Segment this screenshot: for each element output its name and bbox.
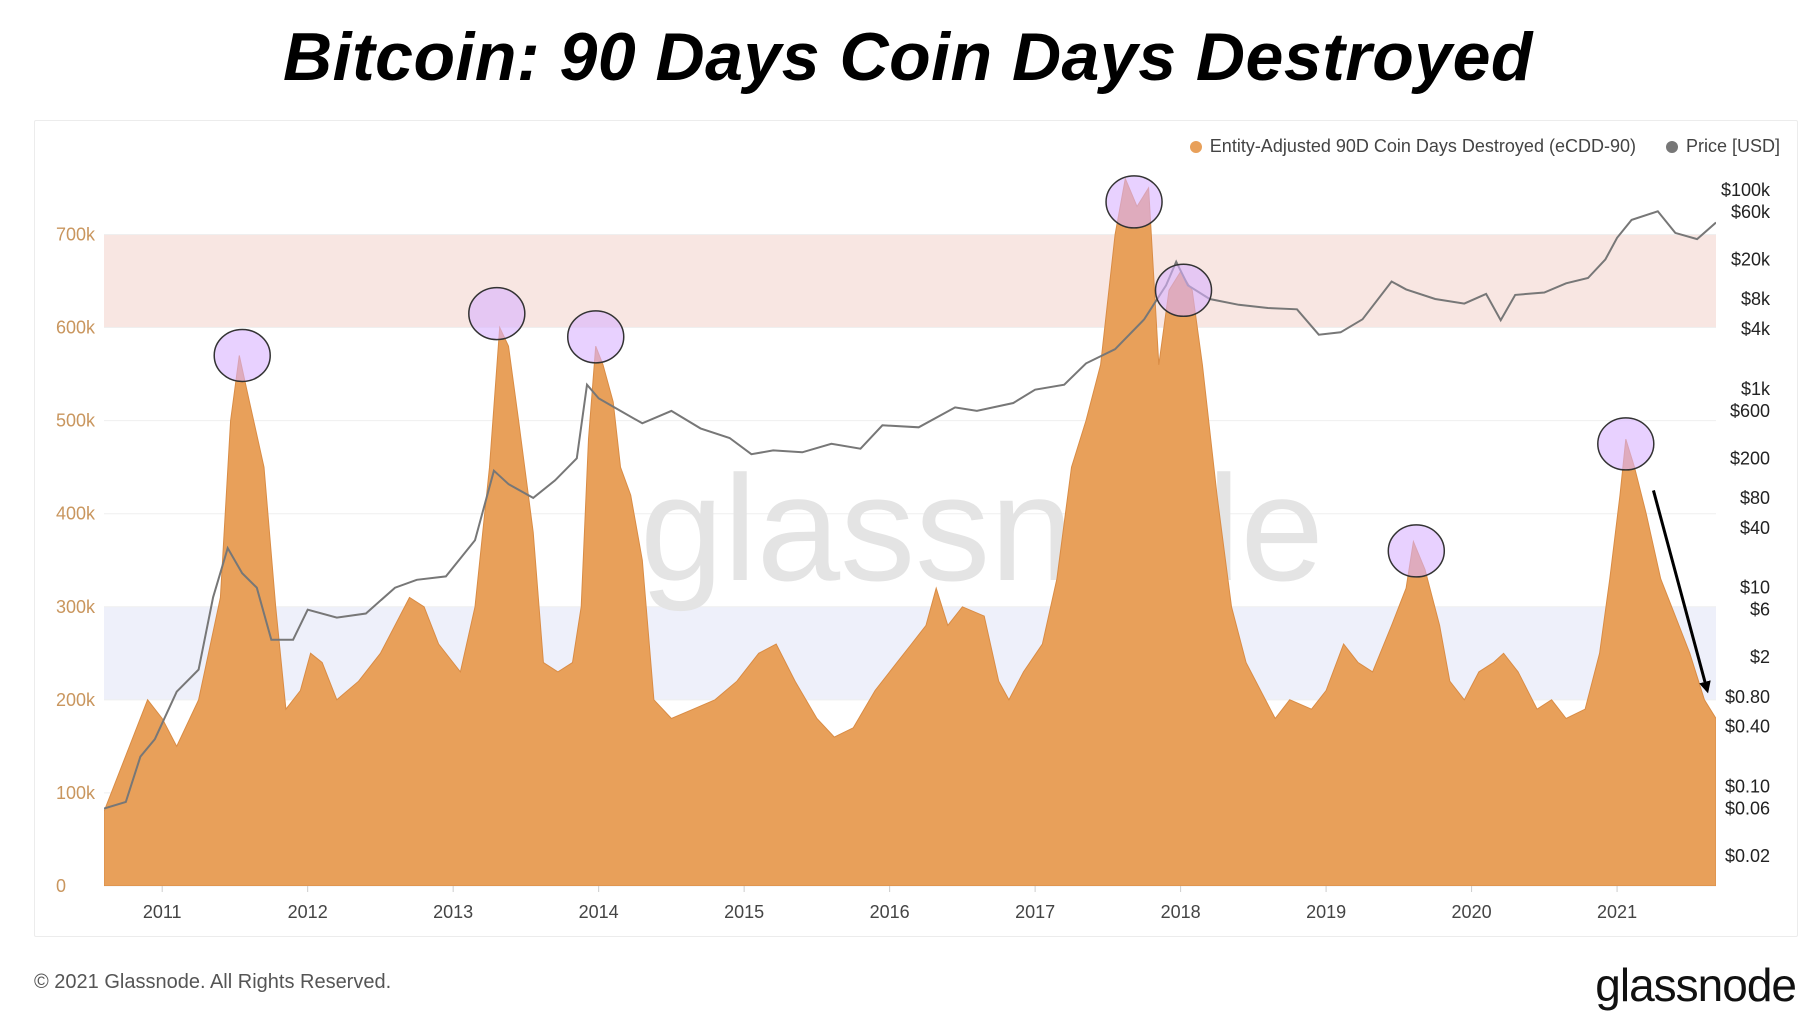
y-right-tick-label: $0.10 [1725,777,1770,797]
legend-item-ecdd[interactable]: Entity-Adjusted 90D Coin Days Destroyed … [1189,136,1636,157]
y-left-tick-label: 400k [56,504,96,524]
y-right-tick-label: $60k [1731,202,1771,222]
peak-highlight-circle [468,286,526,341]
peak-highlight-circle [213,328,271,383]
legend-label-ecdd: Entity-Adjusted 90D Coin Days Destroyed … [1209,136,1636,156]
x-tick-label: 2019 [1306,902,1346,922]
y-right-tick-label: $80 [1740,488,1770,508]
y-right-tick-label: $8k [1741,289,1771,309]
y-right-tick-label: $1k [1741,379,1771,399]
x-axis: 2011 2012 2013 2014 2015 2016 2017 2018 2019 2020… [143,886,1637,922]
y-right-tick-label: $0.02 [1725,846,1770,866]
ecdd-area [104,176,1716,886]
y-right-tick-label: $4k [1741,319,1771,339]
ecdd-area-layer [104,176,1716,886]
y-left-tick-label: 500k [56,411,96,431]
y-right-tick-label: $600 [1730,401,1770,421]
x-tick-label: 2018 [1161,902,1201,922]
price-line [104,210,1716,810]
x-tick-label: 2016 [870,902,910,922]
peak-highlight-circle [566,310,625,364]
y-right-tick-label: $20k [1731,249,1771,269]
legend-item-price[interactable]: Price [USD] [1665,136,1780,157]
y-right-tick-label: $0.06 [1725,799,1770,819]
y-left-tick-label: 100k [56,783,96,803]
y-left-tick-label: 200k [56,690,96,710]
page-title: Bitcoin: 90 Days Coin Days Destroyed [283,19,1533,95]
x-tick-label: 2014 [579,902,619,922]
y-right-tick-label: $0.40 [1725,717,1770,737]
x-tick-label: 2021 [1597,902,1637,922]
y-left-tick-label: 300k [56,597,96,617]
y-right-tick-label: $100k [1721,180,1771,200]
peak-highlight-circle [1387,524,1446,578]
y-left-tick-label: 700k [56,224,96,244]
copyright-text: © 2021 Glassnode. All Rights Reserved. [34,971,392,993]
legend-dot-ecdd-icon [1189,140,1202,153]
y-right-tick-label: $200 [1730,448,1770,468]
peak-highlight-circle [1154,263,1213,318]
peak-highlight-circle [1597,417,1655,471]
y-right-tick-label: $2 [1750,647,1770,667]
brand-logo: glassnode [1595,959,1797,1011]
y-left-tick-label: 0 [56,876,66,896]
legend: Entity-Adjusted 90D Coin Days Destroyed … [1189,136,1780,157]
x-tick-label: 2012 [288,902,328,922]
y-right-tick-label: $10 [1740,578,1770,598]
y-right-tick-label: $0.80 [1725,687,1770,707]
x-tick-label: 2017 [1015,902,1055,922]
y-right-tick-label: $40 [1740,518,1770,538]
y-left-tick-label: 600k [56,318,96,338]
y-right-tick-label: $6 [1750,600,1770,620]
right-axis: $100k$60k$20k$8k$4k$1k$600$200$80$40$10$… [1721,180,1771,866]
trend-arrow [1651,490,1711,694]
x-tick-label: 2013 [433,902,473,922]
legend-dot-price-icon [1665,140,1678,153]
legend-label-price: Price [USD] [1685,136,1780,156]
x-tick-label: 2011 [143,902,182,922]
band-0 [104,234,1716,328]
x-tick-label: 2020 [1452,902,1492,922]
peak-highlight-circle [1105,175,1163,229]
left-axis: 0 100k 200k 300k 400k 500k 600k 700k [56,224,96,896]
annotation-layer [213,175,1711,694]
x-tick-label: 2015 [724,902,764,922]
price-line-layer [104,210,1716,810]
